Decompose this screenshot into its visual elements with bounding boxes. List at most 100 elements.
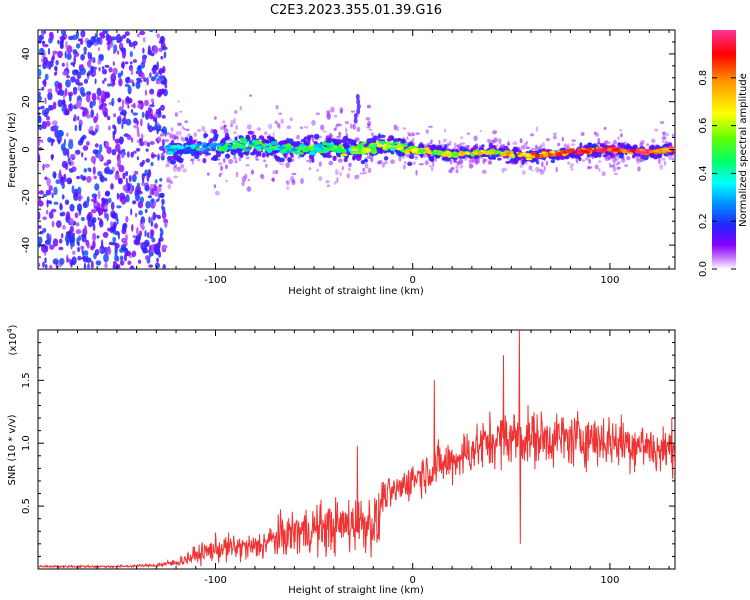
- track-blob: [183, 151, 190, 154]
- halo-blob: [545, 160, 549, 166]
- halo-blob: [308, 167, 312, 170]
- envelope-blob: [190, 139, 197, 143]
- noise-blob: [101, 68, 108, 75]
- envelope-blob: [388, 135, 394, 141]
- noise-blob: [142, 247, 145, 252]
- colorbar: 0.0 0.2 0.4 0.6 0.8 Normalized spectral ampl…: [698, 30, 749, 277]
- halo-blob: [174, 136, 179, 139]
- halo-blob: [424, 160, 429, 166]
- track-blob: [373, 143, 378, 148]
- noise-blob: [86, 175, 92, 183]
- halo-blob: [462, 142, 465, 145]
- noise-blob: [128, 79, 134, 84]
- halo-blob: [337, 158, 343, 163]
- halo-blob: [557, 142, 561, 147]
- noise-blob: [120, 244, 127, 251]
- track-blob: [606, 147, 612, 152]
- noise-blob: [98, 104, 103, 111]
- halo-blob: [591, 156, 595, 159]
- noise-blob: [101, 197, 105, 203]
- noise-blob: [101, 66, 105, 70]
- noise-blob: [88, 168, 92, 173]
- halo-blob: [218, 162, 223, 166]
- noise-blob: [149, 244, 152, 253]
- halo-blob: [320, 124, 325, 131]
- halo-blob: [315, 112, 320, 116]
- noise-blob: [130, 137, 134, 143]
- noise-blob: [77, 241, 80, 247]
- noise-blob: [132, 112, 138, 116]
- noise-blob: [83, 78, 89, 84]
- noise-blob: [119, 255, 124, 261]
- track-blob: [411, 148, 419, 153]
- envelope-blob: [355, 155, 362, 161]
- halo-blob: [328, 160, 334, 166]
- track-blob: [389, 142, 396, 146]
- halo-blob: [349, 123, 353, 129]
- noise-blob: [59, 257, 65, 265]
- halo-blob: [501, 167, 505, 173]
- halo-blob: [661, 136, 667, 141]
- noise-blob: [130, 104, 136, 108]
- halo-blob: [173, 175, 178, 179]
- noise-blob: [122, 172, 126, 180]
- noise-blob: [102, 106, 108, 116]
- envelope-blob: [664, 143, 670, 147]
- noise-blob: [112, 81, 116, 86]
- noise-blob: [102, 231, 109, 238]
- halo-blob: [191, 161, 195, 165]
- halo-blob: [341, 165, 344, 171]
- noise-blob: [103, 162, 110, 167]
- halo-blob: [411, 137, 415, 142]
- noise-blob: [42, 193, 48, 198]
- envelope-blob: [407, 162, 413, 167]
- noise-blob: [155, 72, 159, 77]
- y-tick-label: 0.5: [21, 498, 32, 514]
- envelope-blob: [408, 154, 415, 159]
- noise-blob: [83, 262, 87, 269]
- halo-blob: [234, 160, 238, 164]
- noise-blob: [44, 264, 48, 269]
- noise-blob: [105, 141, 110, 148]
- noise-blob: [116, 40, 122, 44]
- track-blob: [459, 153, 466, 157]
- snr-exponent-suffix: ): [8, 324, 19, 328]
- noise-blob: [125, 250, 132, 257]
- noise-blob: [51, 138, 55, 143]
- y-tick-label: 0: [21, 146, 32, 152]
- halo-blob: [233, 131, 237, 135]
- noise-blob: [57, 50, 63, 59]
- track-blob: [505, 151, 511, 156]
- noise-blob: [106, 213, 109, 222]
- noise-blob: [160, 55, 164, 60]
- track-blob: [244, 140, 249, 144]
- halo-blob: [215, 190, 220, 196]
- halo-blob: [546, 138, 551, 141]
- halo-blob: [274, 120, 278, 125]
- track-blob: [266, 148, 273, 154]
- noise-blob: [58, 246, 64, 251]
- track-blob: [169, 144, 178, 149]
- noise-blob: [77, 139, 83, 146]
- halo-blob: [344, 120, 350, 125]
- envelope-blob: [620, 142, 625, 149]
- noise-blob: [63, 110, 70, 116]
- track-blob: [239, 137, 248, 142]
- track-blob: [167, 151, 174, 156]
- noise-blob: [74, 149, 81, 155]
- noise-blob: [139, 230, 143, 237]
- track-blob: [394, 141, 400, 145]
- track-blob: [565, 149, 573, 153]
- noise-blob: [127, 104, 130, 109]
- halo-blob: [179, 130, 182, 136]
- noise-blob: [110, 183, 114, 190]
- noise-blob: [118, 136, 124, 145]
- envelope-blob: [618, 153, 624, 159]
- halo-blob: [570, 168, 574, 171]
- halo-blob: [412, 161, 416, 165]
- halo-blob: [570, 163, 574, 166]
- noise-blob: [38, 68, 42, 77]
- noise-blob: [157, 195, 160, 202]
- noise-blob: [96, 37, 101, 42]
- halo-blob: [576, 159, 579, 164]
